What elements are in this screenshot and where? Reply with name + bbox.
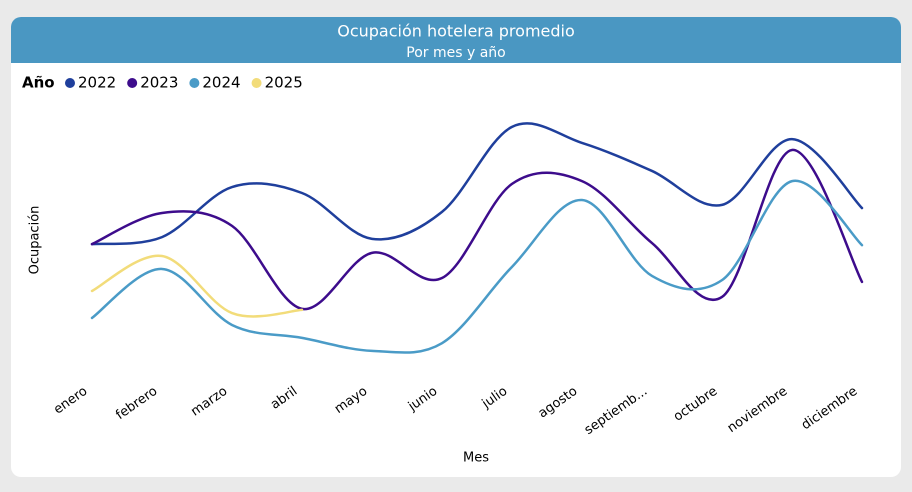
legend-label: 2024 (202, 74, 240, 92)
legend-marker (251, 78, 262, 88)
series-line (90, 179, 864, 354)
chart-subtitle: Por mes y año (406, 45, 505, 61)
x-axis-label: Mes (463, 451, 489, 466)
header-bar (11, 17, 901, 63)
legend-label: 2022 (78, 74, 116, 92)
y-axis-label: Ocupación (28, 206, 43, 275)
series-line (90, 148, 864, 311)
legend-label: 2025 (265, 74, 303, 92)
legend-marker (65, 78, 75, 88)
legend-label: 2023 (140, 74, 178, 92)
series-line (90, 254, 304, 318)
legend-marker (189, 78, 200, 88)
chart-title: Ocupación hotelera promedio (337, 22, 575, 41)
legend-title: Año (22, 74, 55, 92)
card (11, 17, 901, 477)
legend-marker (127, 78, 138, 88)
series-line (90, 122, 864, 246)
